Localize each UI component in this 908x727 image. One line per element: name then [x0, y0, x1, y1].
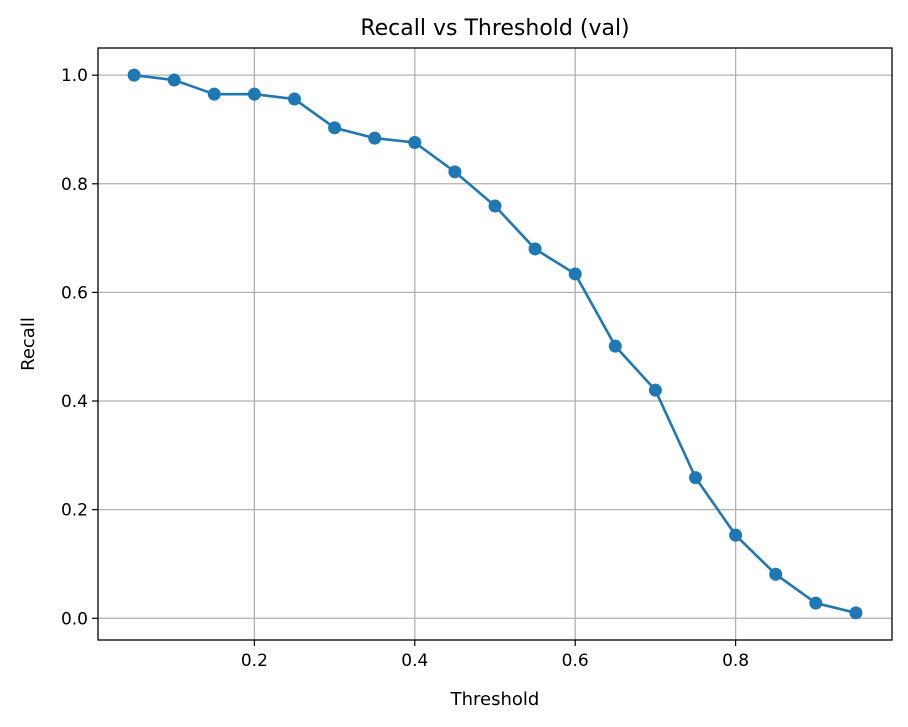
x-tick-label-0: 0.2	[241, 651, 268, 671]
data-point	[408, 136, 422, 150]
data-point	[247, 87, 261, 101]
chart-title: Recall vs Threshold (val)	[360, 16, 629, 41]
data-point	[127, 68, 141, 82]
y-tick-label-3: 0.6	[61, 283, 88, 303]
y-tick-label-2: 0.4	[61, 392, 88, 412]
y-tick-label-5: 1.0	[61, 66, 88, 86]
data-point	[608, 339, 622, 353]
data-point	[448, 165, 462, 179]
y-axis-ticks: 0.0 0.2 0.4 0.6 0.8 1.0	[61, 66, 98, 629]
data-point	[167, 73, 181, 87]
y-tick-label-1: 0.2	[61, 501, 88, 521]
data-point	[368, 131, 382, 145]
data-point	[528, 242, 542, 256]
y-tick-label-4: 0.8	[61, 175, 88, 195]
y-axis-label: Recall	[18, 317, 39, 371]
data-point	[328, 121, 342, 135]
data-point	[689, 471, 703, 485]
series-layer	[127, 68, 863, 620]
data-point	[769, 567, 783, 581]
data-point	[287, 92, 301, 106]
grid	[98, 48, 892, 640]
data-point	[809, 596, 823, 610]
x-tick-label-2: 0.6	[562, 651, 589, 671]
data-point	[648, 383, 662, 397]
data-point	[207, 87, 221, 101]
y-tick-label-0: 0.0	[61, 609, 88, 629]
x-axis-ticks: 0.2 0.4 0.6 0.8	[241, 640, 749, 671]
axes-frame	[97, 47, 893, 641]
x-tick-label-3: 0.8	[722, 651, 749, 671]
plot-area	[98, 48, 892, 640]
data-point	[729, 528, 743, 542]
x-axis-label: Threshold	[450, 689, 540, 710]
data-point	[849, 606, 863, 620]
data-point	[488, 199, 502, 213]
data-point	[568, 267, 582, 281]
x-tick-label-1: 0.4	[401, 651, 428, 671]
